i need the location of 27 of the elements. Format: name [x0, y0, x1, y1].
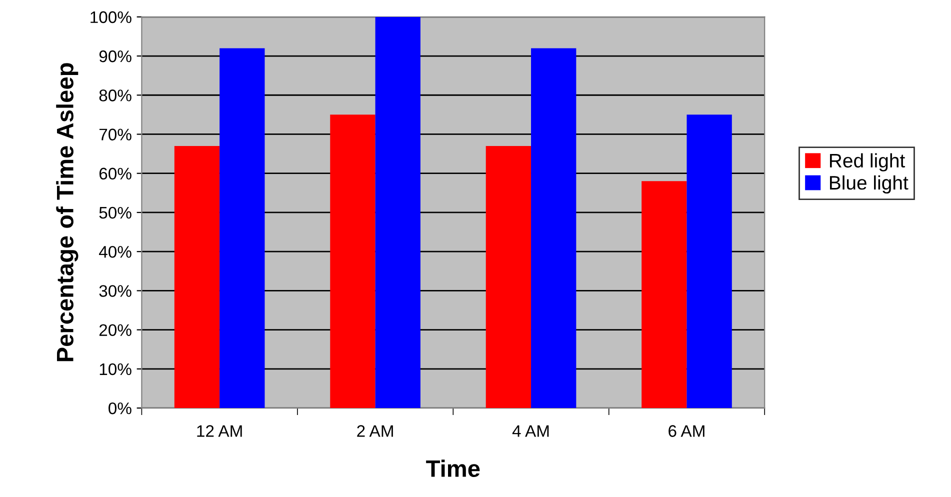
y-tick-label: 100%	[90, 11, 132, 24]
bar	[531, 48, 576, 408]
bar	[174, 146, 220, 408]
y-tick-label: 90%	[99, 50, 132, 62]
legend-label: Red light	[830, 153, 906, 172]
x-tick-label: 2 AM	[357, 425, 393, 437]
legend-label: Blue light	[830, 175, 908, 194]
y-tick-label: 70%	[99, 128, 132, 140]
y-tick-label: 80%	[99, 90, 132, 102]
x-axis-title: Time	[426, 460, 480, 478]
x-tick-label: 6 AM	[668, 425, 704, 437]
y-tick-label: 20%	[99, 324, 132, 336]
y-tick-label: 10%	[100, 363, 132, 376]
y-tick-label: 0%	[108, 402, 132, 414]
y-tick-label: 50%	[99, 206, 132, 219]
bar	[375, 16, 420, 408]
bar	[220, 48, 265, 408]
x-tick-label: 12 AM	[197, 425, 242, 437]
x-tick-label: 4 AM	[512, 425, 549, 437]
y-tick-label: 60%	[99, 168, 132, 180]
y-tick-label: 30%	[99, 285, 132, 297]
bar	[642, 181, 687, 408]
bar	[330, 114, 376, 408]
bar	[686, 114, 732, 408]
y-tick-label: 40%	[99, 246, 132, 258]
y-axis-title: Percentage of Time Asleep	[56, 63, 78, 362]
bar	[486, 146, 532, 408]
